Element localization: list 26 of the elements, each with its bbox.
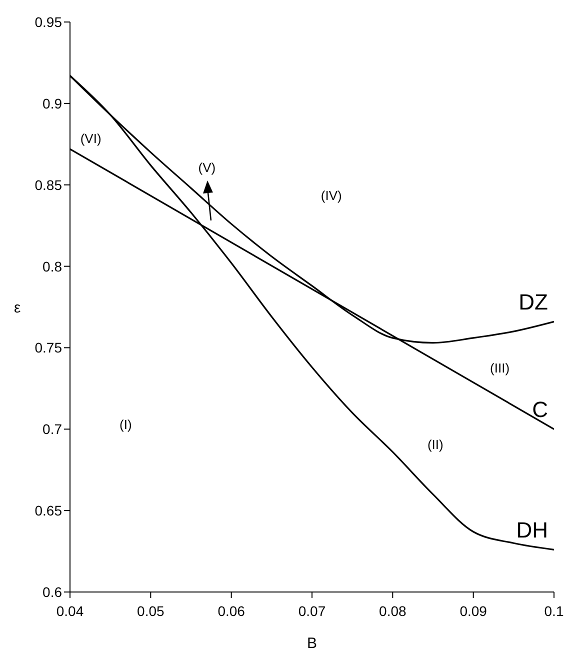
- x-axis-title: B: [306, 635, 318, 652]
- x-tick-label: 0.06: [218, 602, 246, 619]
- y-tick-label: 0.95: [34, 14, 62, 30]
- y-tick-label: 0.7: [42, 421, 62, 438]
- x-tick-label: 0.08: [379, 602, 407, 619]
- y-tick-label: 0.6: [42, 584, 62, 600]
- annotation: (V): [198, 160, 216, 175]
- x-tick-label: 0.1: [544, 602, 564, 619]
- y-tick-label: 0.9: [42, 95, 62, 112]
- annotation: (IV): [320, 188, 342, 203]
- series-label: DZ: [518, 290, 548, 315]
- y-axis-title: ε: [14, 299, 21, 316]
- annotation: (II): [427, 436, 444, 452]
- x-tick-label: 0.07: [298, 602, 326, 619]
- series-label: C: [532, 397, 548, 422]
- annotation: (VI): [80, 130, 102, 146]
- y-tick-label: 0.8: [42, 258, 62, 274]
- x-tick-label: 0.05: [137, 602, 165, 619]
- y-tick-label: 0.85: [34, 176, 62, 193]
- series-label: DH: [516, 518, 548, 543]
- annotation: (I): [120, 416, 132, 432]
- y-tick-label: 0.75: [34, 340, 62, 356]
- annotation: (III): [490, 360, 510, 376]
- x-tick-label: 0.04: [56, 602, 84, 619]
- y-tick-label: 0.65: [34, 502, 62, 519]
- x-tick-label: 0.09: [460, 602, 488, 619]
